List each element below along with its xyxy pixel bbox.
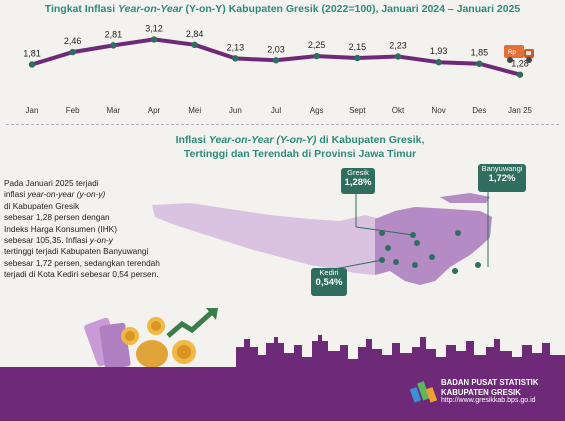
map-title-a: Inflasi [175,134,209,146]
summary-line: tertinggi terjadi Kabupaten Banyuwangi [4,246,149,257]
city-dot [414,240,420,246]
callout-kediri-value: 0,54% [315,277,343,288]
callout-kediri: Kediri 0,54% [311,268,347,296]
x-tick-label: Des [472,106,486,115]
summary-line: sebesar 105,35. Inflasi y-on-y [4,235,174,246]
summary-line-italic: y-on-y [89,235,113,246]
data-point [516,71,524,78]
callout-banyuwangi: Banyuwangi 1,72% [478,164,526,192]
data-label: 3,12 [145,23,163,33]
summary-line: terjadi di Kota Kediri sebesar 0,54 pers… [4,269,159,280]
data-label: 2,03 [267,44,285,54]
callout-gresik: Gresik 1,28% [341,168,375,194]
data-label: 1,93 [430,46,448,56]
callout-kediri-name: Kediri [319,268,339,277]
data-label: 2,25 [308,40,326,50]
data-point [435,59,442,66]
x-tick-label: Mar [106,106,120,115]
callout-banyuwangi-value: 1,72% [488,173,516,184]
data-label: 1,28 [511,59,529,69]
data-point [28,61,36,68]
title-prefix: Tingkat Inflasi [44,3,119,15]
summary-line: Pada Januari 2025 terjadi [4,178,99,188]
callout-gresik-name: Gresik [347,168,369,177]
summary-line: di Kabupaten Gresik [4,200,80,211]
map-title-b: di Kabupaten Gresik, [316,134,425,146]
org-name-line1: BADAN PUSAT STATISTIK [441,378,539,387]
x-tick-label: Ags [310,106,324,115]
city-dot [429,254,435,260]
map-section-title: Inflasi Year-on-Year (Y-on-Y) di Kabupat… [150,133,450,161]
city-dot [452,268,458,274]
data-point [191,41,198,48]
x-tick-label: Apr [148,106,161,115]
title-paren: (Y-on-Y) [182,3,229,15]
x-tick-label: Mei [188,106,201,115]
map-title-line1: Inflasi Year-on-Year (Y-on-Y) di Kabupat… [150,133,450,147]
bps-logo-icon [409,381,438,403]
x-tick-label: Okt [392,106,405,115]
data-label: 2,46 [64,36,82,46]
madura-island [440,193,490,203]
x-tick-label: Feb [66,106,80,115]
data-point [476,60,483,67]
footer-bar [0,367,565,421]
callout-banyuwangi-name: Banyuwangi [481,164,523,173]
summary-line-a: inflasi [4,189,28,200]
summary-line-italic: year-on-year (y-on-y) [27,189,106,200]
x-tick-label: Jan 25 [508,106,533,115]
city-dot [475,262,481,268]
svg-text:Rp: Rp [508,50,516,56]
data-label: 2,15 [349,42,367,52]
map-title-italic: Year-on-Year (Y-on-Y) [208,134,317,146]
money-growth-illustration [84,308,218,370]
truck-icon: Rp [504,45,534,63]
org-name-line2: KABUPATEN GRESIK [441,387,521,397]
data-point [354,54,361,62]
bps-branding: BADAN PUSAT STATISTIK KABUPATEN GRESIK h… [441,378,561,404]
city-dot [385,245,391,251]
x-tick-label: Jun [229,106,242,115]
section-divider [6,124,559,125]
city-dot [393,259,399,265]
title-italic: Year-on-Year [118,3,183,15]
summary-line: sebesar 1,28 persen dengan [4,212,110,223]
city-skyline [236,335,565,369]
data-label: 2,84 [186,29,204,39]
x-tick-label: Nov [432,106,446,115]
data-label: 2,23 [389,40,407,50]
data-point [232,55,239,62]
data-point [313,52,320,60]
data-point [69,48,76,56]
data-label: 2,13 [227,42,245,52]
x-tick-label: Sept [349,106,366,115]
summary-text: Pada Januari 2025 terjadi inflasi year-o… [4,178,174,281]
east-java-map [152,191,492,285]
org-url[interactable]: http://www.gresikkab.bps.go.id [441,397,536,404]
data-point [150,36,158,43]
east-java-region [375,207,492,285]
city-dot [455,230,461,236]
data-point [272,57,280,64]
city-dot [379,230,385,236]
summary-line: sebesar 1,72 persen, sedangkan terendah [4,257,160,268]
data-label: 1,81 [23,49,41,59]
data-point [110,42,117,49]
summary-line: inflasi year-on-year (y-on-y) [4,189,174,200]
data-point [394,53,402,60]
data-label: 1,85 [471,48,489,58]
x-tick-label: Jul [271,106,281,115]
summary-line: Indeks Harga Konsumen (IHK) [4,223,117,234]
city-dot [412,262,418,268]
data-label: 2,81 [105,29,123,39]
inflation-line-chart: 1,81 Jan 2,46 Feb 2,81 Mar 3,12 Apr 2,84 Mei 2,13 J… [23,23,533,115]
title-suffix: Kabupaten Gresik (2022=100), Januari 202… [228,3,521,15]
summary-line-a: sebesar 105,35. Inflasi [4,235,90,246]
x-tick-label: Jan [26,106,39,115]
chart-title: Tingkat Inflasi Year-on-Year (Y-on-Y) Ka… [0,3,565,15]
callout-gresik-value: 1,28% [344,177,372,188]
map-title-line2: Tertinggi dan Terendah di Provinsi Jawa … [183,148,417,160]
